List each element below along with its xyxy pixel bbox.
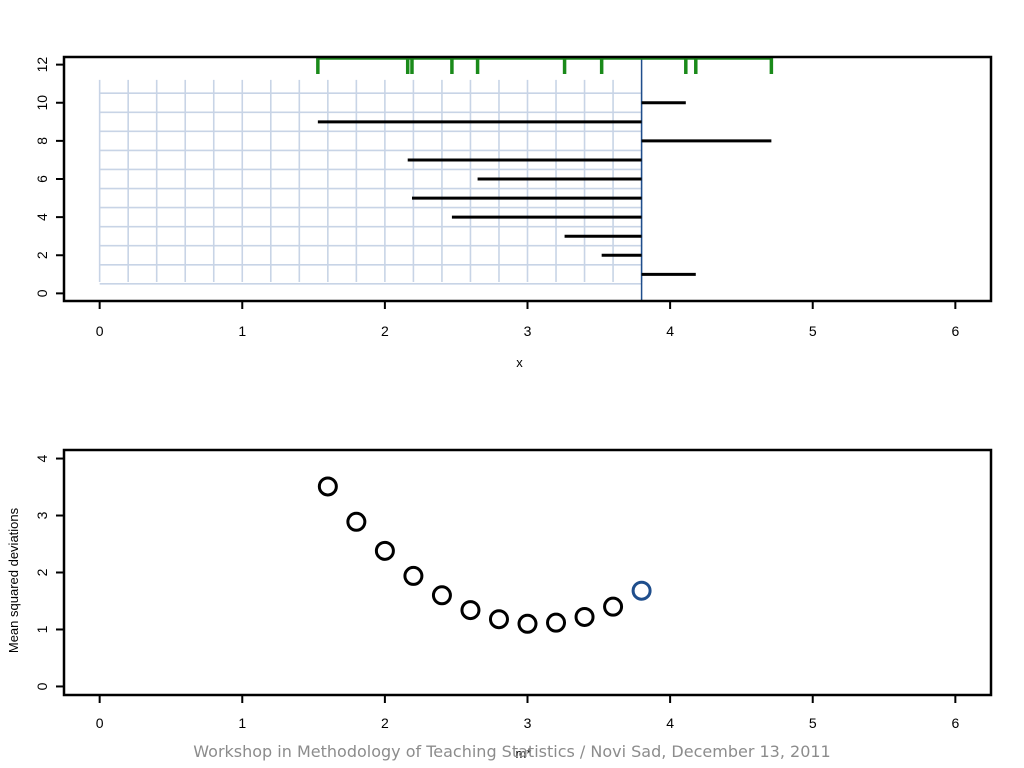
x-tick-label: 1	[238, 323, 246, 339]
data-point	[460, 600, 481, 621]
y-tick-label: 10	[34, 95, 50, 111]
x-tick-label: 6	[951, 323, 959, 339]
data-point	[574, 606, 595, 627]
footer-text: Workshop in Methodology of Teaching Stat…	[193, 742, 831, 761]
x-tick-label: 2	[381, 715, 389, 731]
data-point	[488, 609, 509, 630]
current-point	[631, 580, 652, 601]
x-tick-label: 4	[666, 323, 674, 339]
y-tick-label: 12	[34, 57, 50, 73]
x-axis-label: m*	[516, 746, 532, 761]
x-tick-label: 3	[524, 715, 532, 731]
y-tick-label: 4	[34, 454, 50, 462]
x-tick-label: 6	[951, 715, 959, 731]
y-tick-label: 4	[34, 213, 50, 221]
x-tick-label: 5	[809, 323, 817, 339]
data-point	[317, 476, 338, 497]
data-point	[403, 565, 424, 586]
y-tick-label: 1	[34, 625, 50, 633]
y-tick-label: 8	[34, 137, 50, 145]
data-point	[603, 596, 624, 617]
data-point	[546, 612, 567, 633]
data-point	[517, 613, 538, 634]
x-tick-label: 0	[96, 323, 104, 339]
x-tick-label: 2	[381, 323, 389, 339]
y-tick-label: 2	[34, 251, 50, 259]
data-point	[346, 511, 367, 532]
x-tick-label: 4	[666, 715, 674, 731]
y-tick-label: 0	[34, 682, 50, 690]
x-tick-label: 3	[524, 323, 532, 339]
data-point	[431, 585, 452, 606]
y-axis-label: Mean squared deviations	[6, 507, 21, 653]
x-tick-label: 1	[238, 715, 246, 731]
data-point	[374, 540, 395, 561]
plot-frame	[62, 448, 993, 697]
y-tick-label: 3	[34, 511, 50, 519]
y-tick-label: 6	[34, 175, 50, 183]
x-tick-label: 5	[809, 715, 817, 731]
x-axis-label: x	[516, 355, 523, 370]
y-tick-label: 2	[34, 568, 50, 576]
x-tick-label: 0	[96, 715, 104, 731]
y-tick-label: 0	[34, 289, 50, 297]
